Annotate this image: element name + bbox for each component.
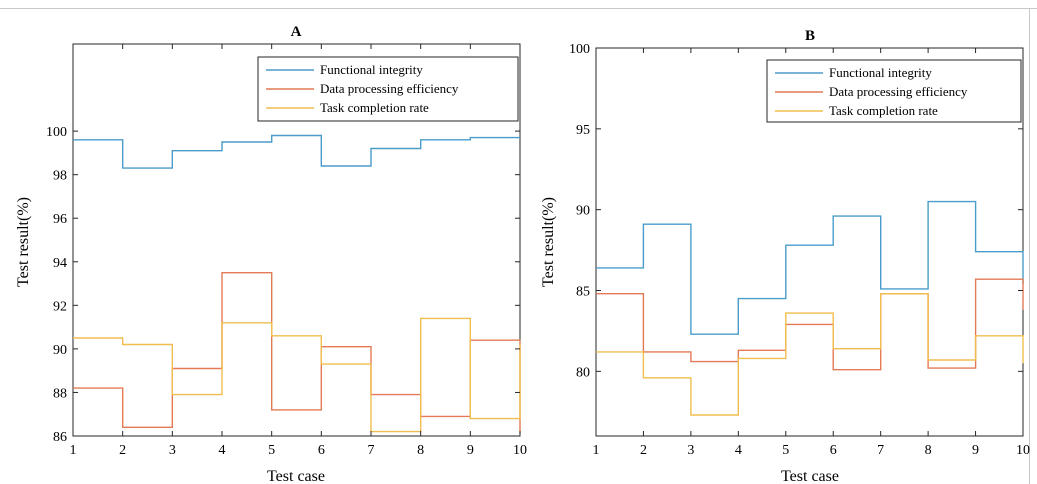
panel-a-x-tick-label: 9 (467, 443, 474, 458)
panel-b-x-tick-label: 5 (782, 443, 789, 458)
panel-a-x-tick-label: 8 (417, 443, 424, 458)
panel-a-series-line-3 (73, 317, 521, 433)
panel-b-legend-label-2: Data processing efficiency (829, 84, 968, 99)
panel-b-series-line-3 (596, 293, 1024, 416)
panel-a-legend-label-2: Data processing efficiency (320, 81, 459, 96)
panel-b-x-tick-label: 10 (1016, 443, 1030, 458)
panel-a-x-tick-label: 5 (268, 443, 275, 458)
panel-b-x-tick-label: 9 (972, 443, 979, 458)
panel-a: A 1 2 3 4 5 6 7 8 9 10 86 88 90 92 94 96 98 100 Functional… (15, 24, 527, 484)
panel-b-ylabel: Test result(%) (540, 197, 557, 287)
panel-b-plot: 1 2 3 4 5 6 7 8 9 10 80 85 90 95 100 Functional integri… (569, 42, 1030, 458)
panel-b-title: B (805, 28, 815, 44)
panel-b-x-tick-label: 8 (925, 443, 932, 458)
panel-b-series-line-1 (596, 200, 1024, 335)
panel-a-legend-label-1: Functional integrity (320, 62, 423, 77)
panel-a-y-tick-label: 96 (53, 212, 67, 227)
panel-a-plot: 1 2 3 4 5 6 7 8 9 10 86 88 90 92 94 96 98 100 Functional i… (46, 43, 527, 458)
panel-b-y-tick-label: 90 (576, 204, 590, 219)
panel-a-y-tick-label: 100 (46, 125, 67, 140)
panel-b-x-tick-label: 7 (877, 443, 884, 458)
panel-a-x-tick-label: 6 (318, 443, 325, 458)
panel-a-x-tick-label: 7 (368, 443, 375, 458)
panel-b-x-tick-label: 3 (687, 443, 694, 458)
panel-a-x-tick-label: 10 (513, 443, 527, 458)
figure-right-border (1029, 8, 1030, 484)
panel-a-y-tick-label: 88 (53, 386, 67, 401)
panel-a-legend: Functional integrity Data processing effi… (257, 56, 519, 122)
panel-a-y-tick-label: 94 (53, 256, 67, 271)
panel-a-series-line-1 (73, 134, 520, 169)
figure-top-border (0, 8, 1037, 9)
panel-b-legend-label-3: Task completion rate (829, 103, 938, 118)
panel-a-x-tick-label: 4 (219, 443, 226, 458)
panel-a-x-tick-label: 1 (70, 443, 77, 458)
panel-a-y-tick-label: 92 (53, 299, 67, 314)
panel-b-y-tick-label: 95 (576, 123, 590, 138)
panel-a-title: A (291, 24, 302, 40)
panel-b-y-tick-label: 100 (569, 42, 590, 57)
panel-a-y-tick-label: 90 (53, 343, 67, 358)
panel-b-x-tick-label: 4 (735, 443, 742, 458)
panel-a-legend-label-3: Task completion rate (320, 100, 429, 115)
panel-b-x-tick-label: 1 (593, 443, 600, 458)
panel-a-x-tick-label: 3 (169, 443, 176, 458)
panel-a-xlabel: Test case (267, 468, 325, 484)
panel-a-ylabel: Test result(%) (15, 197, 32, 287)
panel-b-legend: Functional integrity Data processing effi… (766, 59, 1022, 123)
panel-b-legend-label-1: Functional integrity (829, 65, 932, 80)
panel-b-xlabel: Test case (781, 468, 839, 484)
panel-a-y-tick-label: 98 (53, 169, 67, 184)
panel-b-x-tick-label: 6 (830, 443, 837, 458)
panel-a-x-tick-label: 2 (119, 443, 126, 458)
panel-b-y-tick-label: 85 (576, 285, 590, 300)
panel-b: B 1 2 3 4 5 6 7 8 9 10 80 85 90 95 100 Functional integ… (540, 28, 1030, 484)
panel-b-y-tick-label: 80 (576, 365, 590, 380)
panel-a-y-tick-label: 86 (53, 430, 67, 445)
panel-b-x-tick-label: 2 (640, 443, 647, 458)
